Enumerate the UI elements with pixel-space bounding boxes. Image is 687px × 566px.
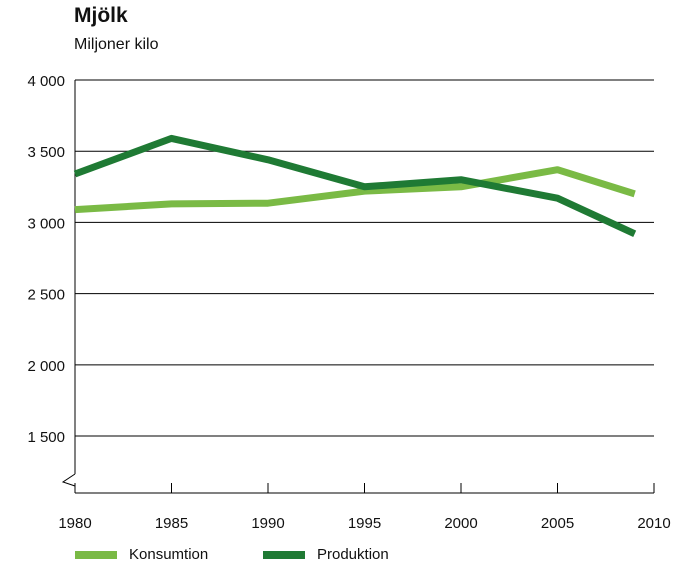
axes	[61, 80, 655, 494]
y-tick-label: 3 500	[27, 144, 65, 161]
axis-break-marker	[61, 473, 76, 487]
chart-subtitle: Miljoner kilo	[74, 36, 159, 53]
legend-swatch	[75, 550, 117, 559]
line-chart: 1 500 2 000 2 500 3 000 3 500 4 000 1980 1985 19…	[27, 73, 670, 532]
chart-title: Mjölk	[74, 4, 128, 27]
x-tick-label: 1990	[251, 515, 284, 532]
series-line-konsumtion	[74, 166, 636, 214]
grid-lines	[75, 79, 654, 437]
x-tick-label: 2000	[444, 515, 477, 532]
legend-item-produktion: Produktion	[263, 546, 389, 563]
tick-labels: 1 500 2 000 2 500 3 000 3 500 4 000 1980 1985 19…	[27, 73, 670, 532]
series-lines	[73, 134, 637, 237]
x-tick-label: 2010	[637, 515, 670, 532]
x-tick-label: 1980	[58, 515, 91, 532]
y-tick-label: 2 500	[27, 287, 65, 304]
legend-label: Konsumtion	[129, 546, 209, 563]
y-tick-label: 2 000	[27, 358, 65, 375]
series-line-produktion	[73, 134, 637, 237]
y-tick-label: 4 000	[27, 73, 65, 90]
legend: Konsumtion Produktion	[0, 546, 687, 566]
y-tick-label: 1 500	[27, 429, 65, 446]
legend-label: Produktion	[317, 546, 389, 563]
y-tick-label: 3 000	[27, 215, 65, 232]
x-tick-label: 2005	[541, 515, 574, 532]
x-tick-label: 1995	[348, 515, 381, 532]
legend-item-konsumtion: Konsumtion	[75, 546, 208, 563]
legend-swatch	[263, 550, 305, 559]
x-tick-label: 1985	[155, 515, 188, 532]
